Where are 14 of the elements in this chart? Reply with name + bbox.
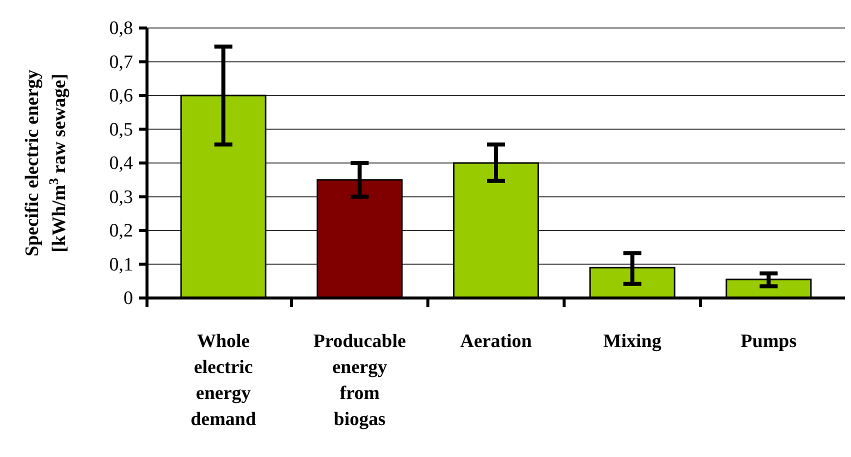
y-tick-label: 0,6	[109, 86, 133, 107]
y-tick-label: 0	[124, 288, 133, 310]
y-tick-label: 0,8	[109, 18, 133, 40]
y-tick-label: 0,5	[109, 119, 133, 140]
y-tick-label: 0,2	[109, 220, 133, 242]
x-tick-label: Mixing	[603, 331, 662, 352]
x-tick-label: Producable energy from biogas	[313, 331, 406, 430]
x-tick-label: Aeration	[460, 331, 532, 352]
y-tick-label: 0,7	[109, 52, 133, 73]
y-tick-label: 0,1	[109, 254, 133, 276]
y-tick-label: 0,3	[109, 186, 133, 208]
x-tick-label: Pumps	[740, 331, 797, 352]
y-tick-label: 0,4	[109, 153, 134, 174]
x-tick-label: Whole electric energy demand	[190, 331, 257, 430]
